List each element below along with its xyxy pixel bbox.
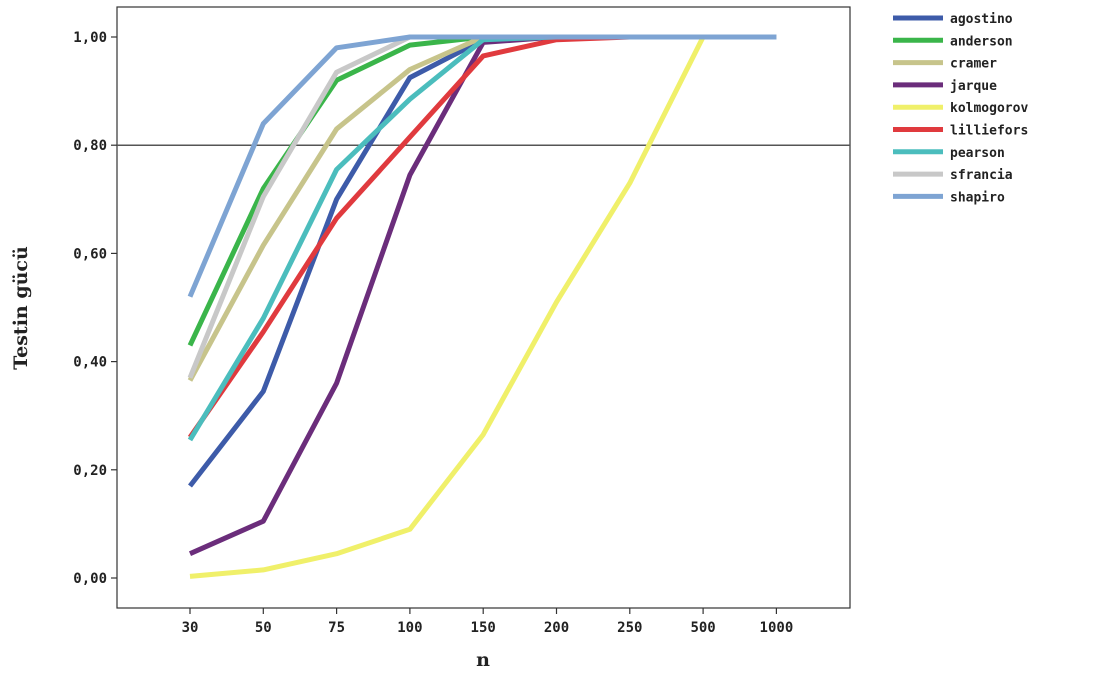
legend-label: anderson <box>950 34 1013 49</box>
y-axis-title: Testin gücü <box>10 246 32 370</box>
y-axis-ticks: 0,00 0,20 0,40 0,60 0,80 1,00 <box>73 30 117 587</box>
legend-label: pearson <box>950 146 1005 161</box>
y-tick-label: 0,20 <box>73 463 107 479</box>
legend-item-jarque: jarque <box>893 79 997 94</box>
x-tick-label: 200 <box>544 620 569 636</box>
x-tick-label: 250 <box>617 620 642 636</box>
legend-label: sfrancia <box>950 168 1013 183</box>
legend-label: lilliefors <box>950 124 1028 139</box>
y-tick-label: 1,00 <box>73 30 107 46</box>
legend-item-anderson: anderson <box>893 34 1013 49</box>
y-tick-label: 0,00 <box>73 571 107 587</box>
legend: agostino anderson cramer jarque kolmogorov li… <box>893 12 1028 205</box>
legend-label: shapiro <box>950 190 1005 205</box>
legend-item-kolmogorov: kolmogorov <box>893 101 1028 116</box>
x-tick-label: 150 <box>471 620 496 636</box>
x-tick-label: 100 <box>397 620 422 636</box>
x-tick-label: 50 <box>255 620 272 636</box>
y-tick-label: 0,80 <box>73 138 107 154</box>
legend-item-pearson: pearson <box>893 146 1005 161</box>
legend-label: cramer <box>950 57 997 72</box>
x-tick-label: 1000 <box>760 620 794 636</box>
legend-label: agostino <box>950 12 1013 27</box>
legend-item-sfrancia: sfrancia <box>893 168 1013 183</box>
legend-item-shapiro: shapiro <box>893 190 1005 205</box>
legend-item-agostino: agostino <box>893 12 1013 27</box>
legend-item-cramer: cramer <box>893 57 997 72</box>
legend-item-lilliefors: lilliefors <box>893 124 1028 139</box>
x-tick-label: 30 <box>182 620 199 636</box>
x-tick-label: 500 <box>690 620 715 636</box>
legend-label: jarque <box>950 79 997 94</box>
y-tick-label: 0,40 <box>73 355 107 371</box>
y-tick-label: 0,60 <box>73 246 107 262</box>
legend-label: kolmogorov <box>950 101 1028 116</box>
x-tick-label: 75 <box>328 620 345 636</box>
x-axis-title: n <box>476 649 490 671</box>
x-axis-ticks: 30 50 75 100 150 200 250 500 1000 <box>182 608 794 636</box>
